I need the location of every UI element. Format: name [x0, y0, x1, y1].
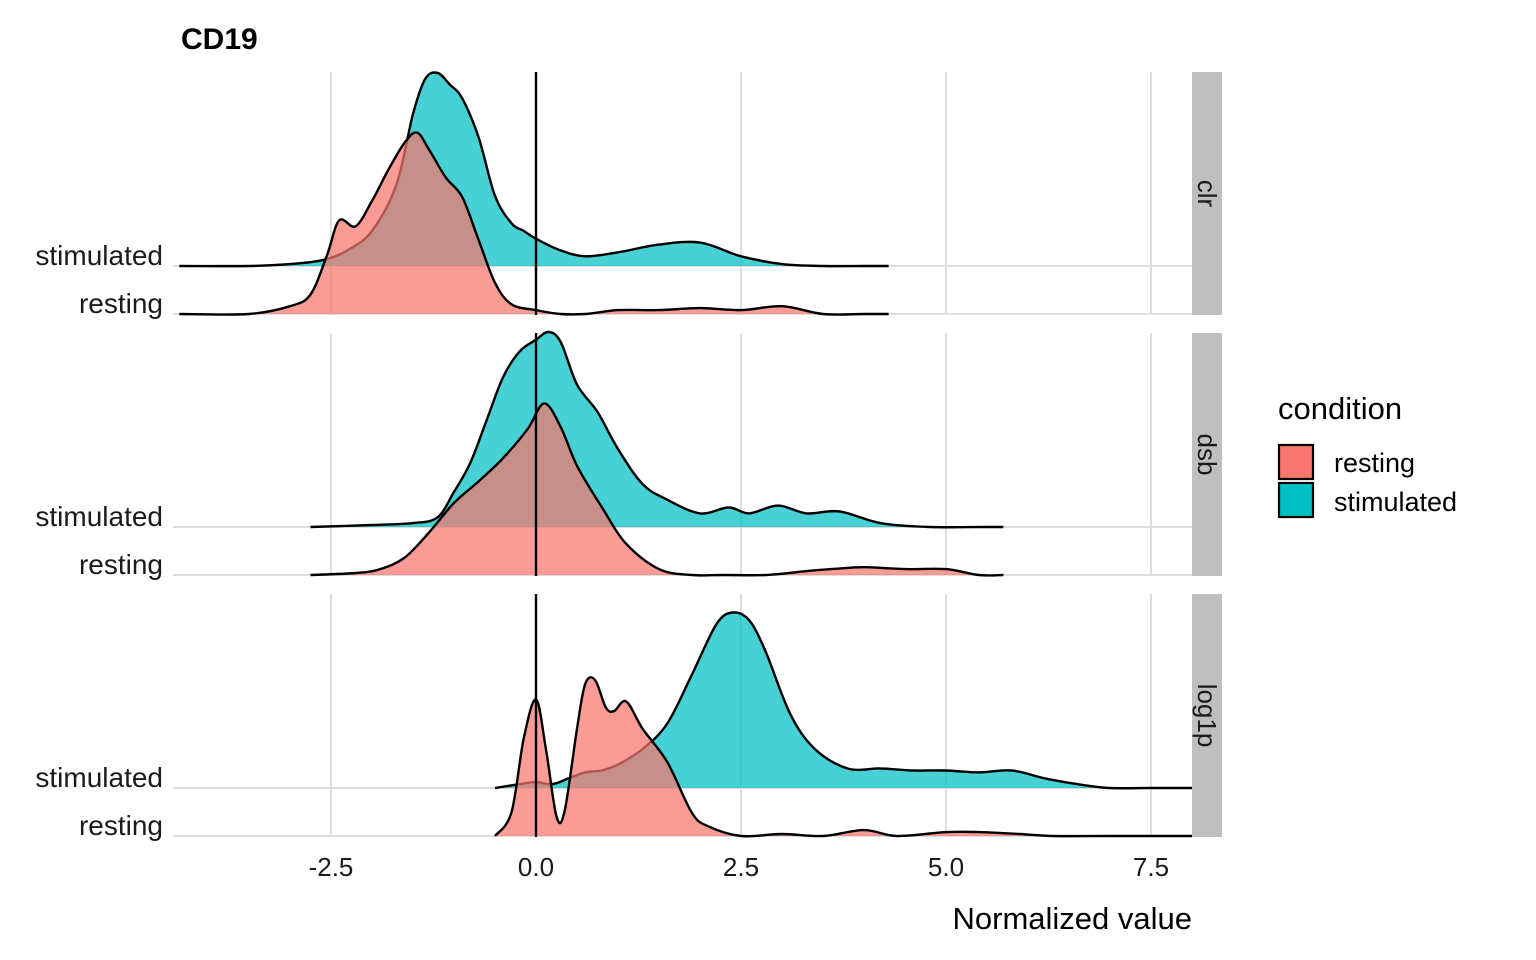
row-label-stimulated: stimulated	[35, 501, 163, 532]
row-label-resting: resting	[79, 810, 163, 841]
facet-strip	[1192, 333, 1222, 576]
legend-key-resting	[1277, 443, 1315, 481]
legend-key-stimulated	[1277, 481, 1315, 519]
panel-clr: stimulated resting clr	[35, 71, 1222, 319]
density-line-resting	[494, 676, 1192, 838]
x-tick-label: 2.5	[723, 852, 759, 882]
legend-title: condition	[1278, 391, 1402, 426]
x-tick-label: 7.5	[1133, 852, 1169, 882]
density-line-resting	[179, 131, 889, 316]
x-axis: -2.5 0.0 2.5 5.0 7.5	[309, 852, 1169, 882]
density-area-resting	[310, 403, 1004, 576]
legend-label-resting: resting	[1334, 448, 1415, 478]
x-axis-title: Normalized value	[953, 901, 1193, 936]
density-area-stimulated	[495, 612, 1192, 789]
facet-strip	[1192, 72, 1222, 315]
panel-log1p: stimulated resting log1p	[35, 594, 1222, 841]
facet-strip-label: clr	[1192, 180, 1222, 208]
density-area-resting	[495, 677, 1192, 837]
facet-strip	[1192, 594, 1222, 837]
x-tick-label: 5.0	[928, 852, 964, 882]
density-line-stimulated	[310, 330, 1004, 529]
density-area-resting	[179, 132, 889, 315]
panel-dsb: stimulated resting dsb	[35, 330, 1222, 580]
density-line-resting	[310, 402, 1004, 577]
row-label-stimulated: stimulated	[35, 762, 163, 793]
panels: stimulated resting clr stimulated resting dsb…	[35, 71, 1222, 841]
legend: condition resting stimulated	[1277, 391, 1457, 519]
chart-title: CD19	[181, 23, 258, 56]
x-tick-label: -2.5	[309, 852, 354, 882]
row-label-stimulated: stimulated	[35, 240, 163, 271]
row-label-resting: resting	[79, 549, 163, 580]
x-tick-label: 0.0	[518, 852, 554, 882]
density-area-stimulated	[310, 331, 1004, 528]
facet-strip-label: dsb	[1192, 434, 1222, 476]
facet-strip-label: log1p	[1192, 684, 1222, 748]
density-line-stimulated	[179, 71, 889, 268]
row-label-resting: resting	[79, 288, 163, 319]
legend-label-stimulated: stimulated	[1334, 487, 1457, 517]
